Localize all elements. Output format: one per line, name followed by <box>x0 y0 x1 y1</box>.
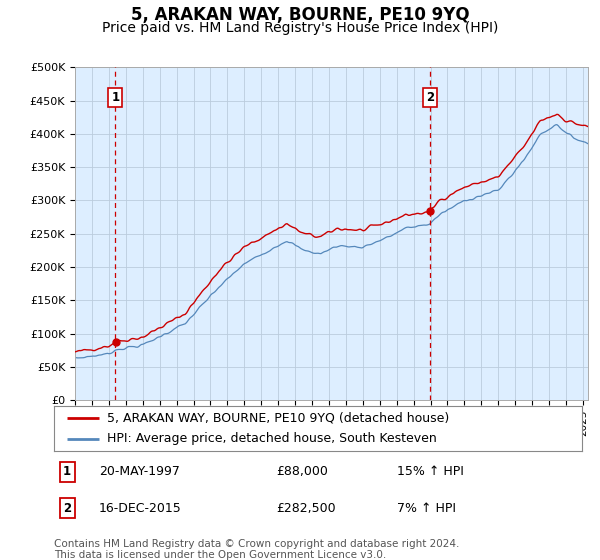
Text: 16-DEC-2015: 16-DEC-2015 <box>99 502 182 515</box>
Text: £88,000: £88,000 <box>276 465 328 478</box>
Text: HPI: Average price, detached house, South Kesteven: HPI: Average price, detached house, Sout… <box>107 432 437 445</box>
Text: 7% ↑ HPI: 7% ↑ HPI <box>397 502 456 515</box>
Text: 1: 1 <box>63 465 71 478</box>
Text: £282,500: £282,500 <box>276 502 335 515</box>
Text: 2: 2 <box>63 502 71 515</box>
Text: Contains HM Land Registry data © Crown copyright and database right 2024.
This d: Contains HM Land Registry data © Crown c… <box>54 539 460 560</box>
Text: Price paid vs. HM Land Registry's House Price Index (HPI): Price paid vs. HM Land Registry's House … <box>102 21 498 35</box>
Text: 2: 2 <box>426 91 434 104</box>
Text: 20-MAY-1997: 20-MAY-1997 <box>99 465 180 478</box>
Text: 15% ↑ HPI: 15% ↑ HPI <box>397 465 464 478</box>
Text: 1: 1 <box>111 91 119 104</box>
Text: 5, ARAKAN WAY, BOURNE, PE10 9YQ (detached house): 5, ARAKAN WAY, BOURNE, PE10 9YQ (detache… <box>107 412 449 424</box>
Text: 5, ARAKAN WAY, BOURNE, PE10 9YQ: 5, ARAKAN WAY, BOURNE, PE10 9YQ <box>131 6 469 24</box>
